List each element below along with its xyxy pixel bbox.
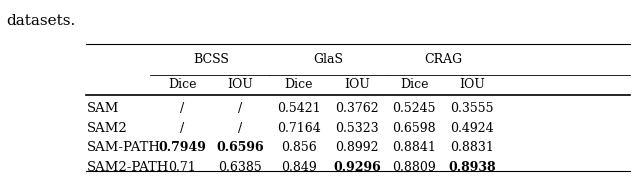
Text: 0.849: 0.849 [281, 161, 317, 174]
Text: 0.5245: 0.5245 [392, 102, 436, 115]
Text: SAM2: SAM2 [86, 122, 127, 135]
Text: /: / [238, 122, 242, 135]
Text: 0.7164: 0.7164 [277, 122, 321, 135]
Text: 0.4924: 0.4924 [451, 122, 494, 135]
Text: /: / [238, 102, 242, 115]
Text: 0.5323: 0.5323 [335, 122, 379, 135]
Text: IOU: IOU [344, 78, 370, 91]
Text: 0.856: 0.856 [281, 141, 317, 154]
Text: 0.3555: 0.3555 [451, 102, 494, 115]
Text: SAM: SAM [86, 102, 119, 115]
Text: 0.9296: 0.9296 [333, 161, 381, 174]
Text: IOU: IOU [460, 78, 485, 91]
Text: datasets.: datasets. [6, 14, 76, 28]
Text: GlaS: GlaS [314, 53, 343, 66]
Text: 0.6598: 0.6598 [392, 122, 436, 135]
Text: /: / [180, 122, 184, 135]
Text: 0.5421: 0.5421 [277, 102, 321, 115]
Text: Dice: Dice [285, 78, 313, 91]
Text: 0.8841: 0.8841 [392, 141, 436, 154]
Text: 0.8938: 0.8938 [449, 161, 496, 174]
Text: 0.8992: 0.8992 [335, 141, 379, 154]
Text: 0.71: 0.71 [168, 161, 196, 174]
Text: 0.6385: 0.6385 [218, 161, 262, 174]
Text: /: / [180, 102, 184, 115]
Text: SAM2-PATH: SAM2-PATH [86, 161, 169, 174]
Text: 0.7949: 0.7949 [159, 141, 206, 154]
Text: Dice: Dice [168, 78, 196, 91]
Text: Dice: Dice [400, 78, 428, 91]
Text: 0.3762: 0.3762 [335, 102, 379, 115]
Text: IOU: IOU [227, 78, 253, 91]
Text: SAM-PATH: SAM-PATH [86, 141, 161, 154]
Text: BCSS: BCSS [193, 53, 229, 66]
Text: 0.6596: 0.6596 [216, 141, 264, 154]
Text: CRAG: CRAG [424, 53, 463, 66]
Text: 0.8809: 0.8809 [392, 161, 436, 174]
Text: 0.8831: 0.8831 [451, 141, 494, 154]
